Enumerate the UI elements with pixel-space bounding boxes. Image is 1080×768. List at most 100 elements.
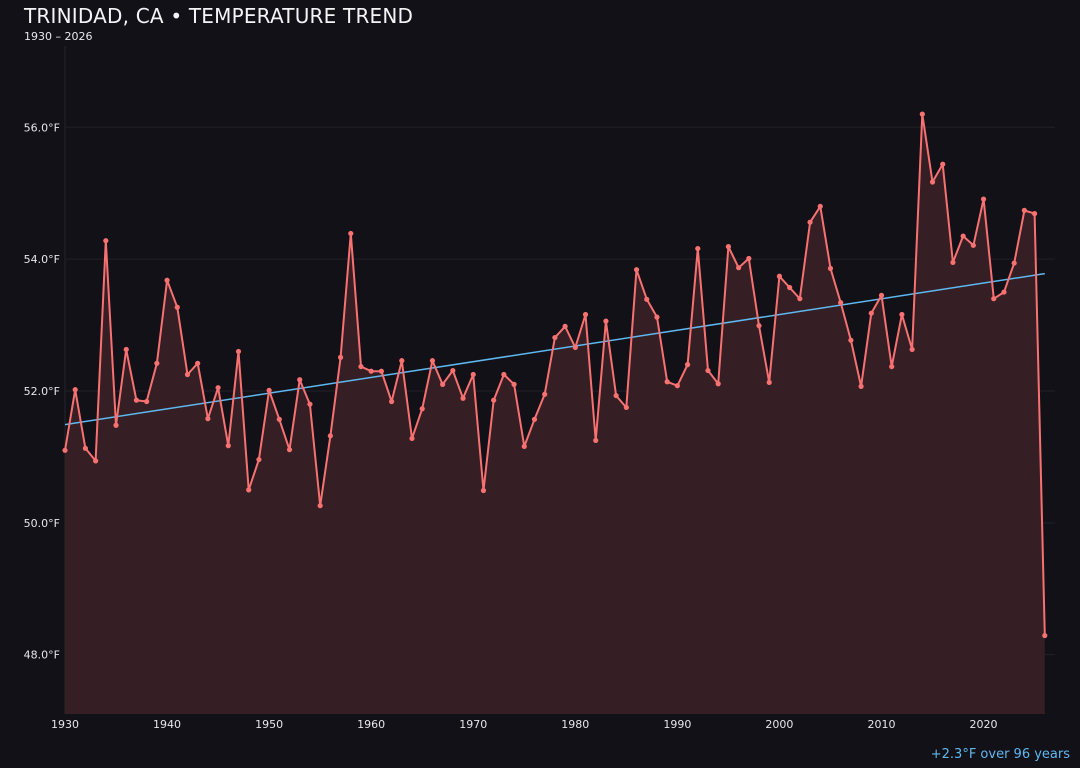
data-point [919,111,925,117]
data-point [582,311,589,318]
data-point [72,387,78,393]
data-point [960,233,966,239]
data-point [246,487,252,493]
data-point [664,379,670,385]
x-tick-label: 1950 [255,718,283,731]
data-point [929,179,936,185]
data-point [297,377,303,383]
data-point [93,458,99,464]
data-point [613,392,619,399]
data-point [256,456,262,463]
trend-annotation: +2.3°F over 96 years [930,747,1070,762]
data-point [266,387,272,393]
data-point [378,368,384,374]
data-point [654,314,660,320]
data-point [440,381,446,387]
data-point [684,362,691,368]
y-tick-label: 48.0°F [24,649,60,662]
data-point [348,230,354,237]
data-point [858,383,864,389]
chart-title: TRINIDAD, CA • TEMPERATURE TREND [24,4,414,28]
data-point [1042,632,1048,639]
data-point [531,416,538,422]
chart-subtitle: 1930 – 2026 [24,30,93,43]
data-point [144,398,150,405]
x-tick-label: 1980 [561,718,589,731]
data-point [235,348,242,355]
data-point [337,354,344,360]
x-tick-label: 2010 [867,718,895,731]
data-point [868,310,874,316]
data-point [817,203,823,209]
data-point [470,371,476,378]
data-point [480,487,487,494]
y-tick-label: 50.0°F [24,517,60,530]
data-point [909,346,915,353]
x-tick-label: 1970 [459,718,487,731]
data-point [511,381,517,387]
data-point [950,259,956,266]
data-point [195,360,201,366]
data-point [827,265,834,271]
data-point [766,379,772,386]
data-point [572,344,578,351]
data-point [174,304,180,310]
data-point [797,296,803,302]
x-tick-label: 2000 [765,718,793,731]
data-point [368,368,374,374]
y-tick-label: 56.0°F [24,121,60,134]
x-tick-label: 1990 [663,718,691,731]
data-point [552,334,558,341]
data-point [980,196,987,202]
data-point [715,381,721,387]
data-point [501,371,507,378]
data-point [644,296,650,302]
data-point [1031,211,1038,217]
data-point [736,265,742,271]
data-point [154,360,160,366]
data-point [695,245,701,252]
data-point [1001,289,1007,295]
data-point [889,363,895,370]
data-point [848,337,854,343]
data-point [542,391,548,397]
data-point [388,398,395,405]
data-point [399,358,405,364]
x-tick-label: 1930 [51,718,79,731]
data-point [62,447,68,453]
data-point [419,406,425,412]
data-point [491,397,497,403]
x-tick-label: 2020 [970,718,998,731]
x-tick-label: 1940 [153,718,181,731]
data-point [776,273,783,279]
data-point [286,447,293,453]
data-point [970,242,976,248]
data-point [409,435,415,442]
data-point [460,395,466,401]
data-point [113,422,119,428]
data-point [276,416,282,422]
x-tick-label: 1960 [357,718,385,731]
data-point [225,443,231,449]
data-point [633,267,640,273]
data-point [603,318,609,324]
data-point [991,296,997,302]
data-point [940,161,946,167]
data-point [327,433,333,439]
data-point [358,363,364,370]
data-point [878,292,885,298]
data-point [133,397,140,403]
data-point [429,358,436,364]
data-point [215,385,221,391]
data-point [123,346,129,353]
data-point [838,300,844,306]
data-point [756,323,762,329]
data-point [164,277,170,283]
data-point [787,284,793,291]
data-point [521,443,527,449]
data-point [307,401,313,407]
data-point [562,323,568,329]
data-point [746,255,752,262]
data-point [623,404,629,411]
